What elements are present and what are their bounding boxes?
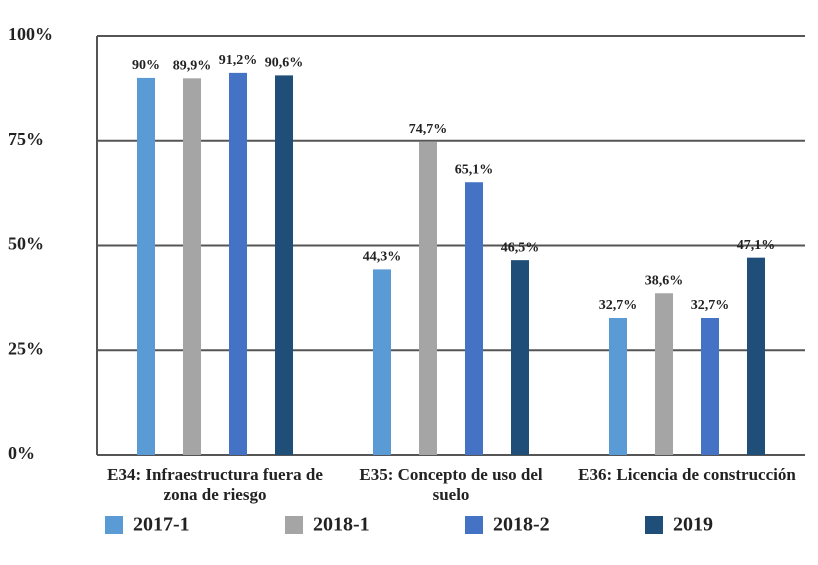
y-tick-label: 100% [8,24,53,44]
legend-swatch [285,516,303,534]
x-tick-label: E34: Infraestructura fuera de zona de ri… [107,465,323,504]
bar [701,317,719,455]
bar [229,72,247,455]
y-tick-label: 0% [8,443,35,463]
x-tick-label: E35: Concepto de uso del suelo [359,465,543,504]
legend-swatch [105,516,123,534]
bar [655,293,673,455]
y-tick-label: 50% [8,234,44,254]
data-label: 47,1% [737,238,776,253]
data-label: 32,7% [599,298,638,313]
legend-swatch [645,516,663,534]
legend-label: 2017-1 [133,514,190,536]
bar [419,142,437,455]
bar [137,77,155,456]
bar [747,257,765,455]
bar [183,78,201,455]
data-label: 74,7% [409,122,448,137]
bar [465,182,483,455]
legend-label: 2018-1 [313,514,370,536]
legend-label: 2018-2 [493,514,550,536]
data-label: 38,6% [645,273,684,288]
y-tick-label: 25% [8,338,44,358]
y-tick-label: 75% [8,129,44,149]
bar [609,317,627,455]
data-label: 46,5% [501,240,540,255]
data-label: 65,1% [455,162,494,177]
legend-swatch [465,516,483,534]
bar [373,269,391,455]
data-label: 44,3% [363,250,402,265]
bar [511,260,529,455]
x-tick-label: E36: Licencia de construcción [578,465,796,484]
data-label: 91,2% [219,53,258,68]
legend-label: 2019 [673,514,713,536]
data-label: 90,6% [265,56,304,71]
data-label: 32,7% [691,298,730,313]
data-label: 90% [132,58,160,73]
bar [275,75,293,456]
data-label: 89,9% [173,59,212,74]
